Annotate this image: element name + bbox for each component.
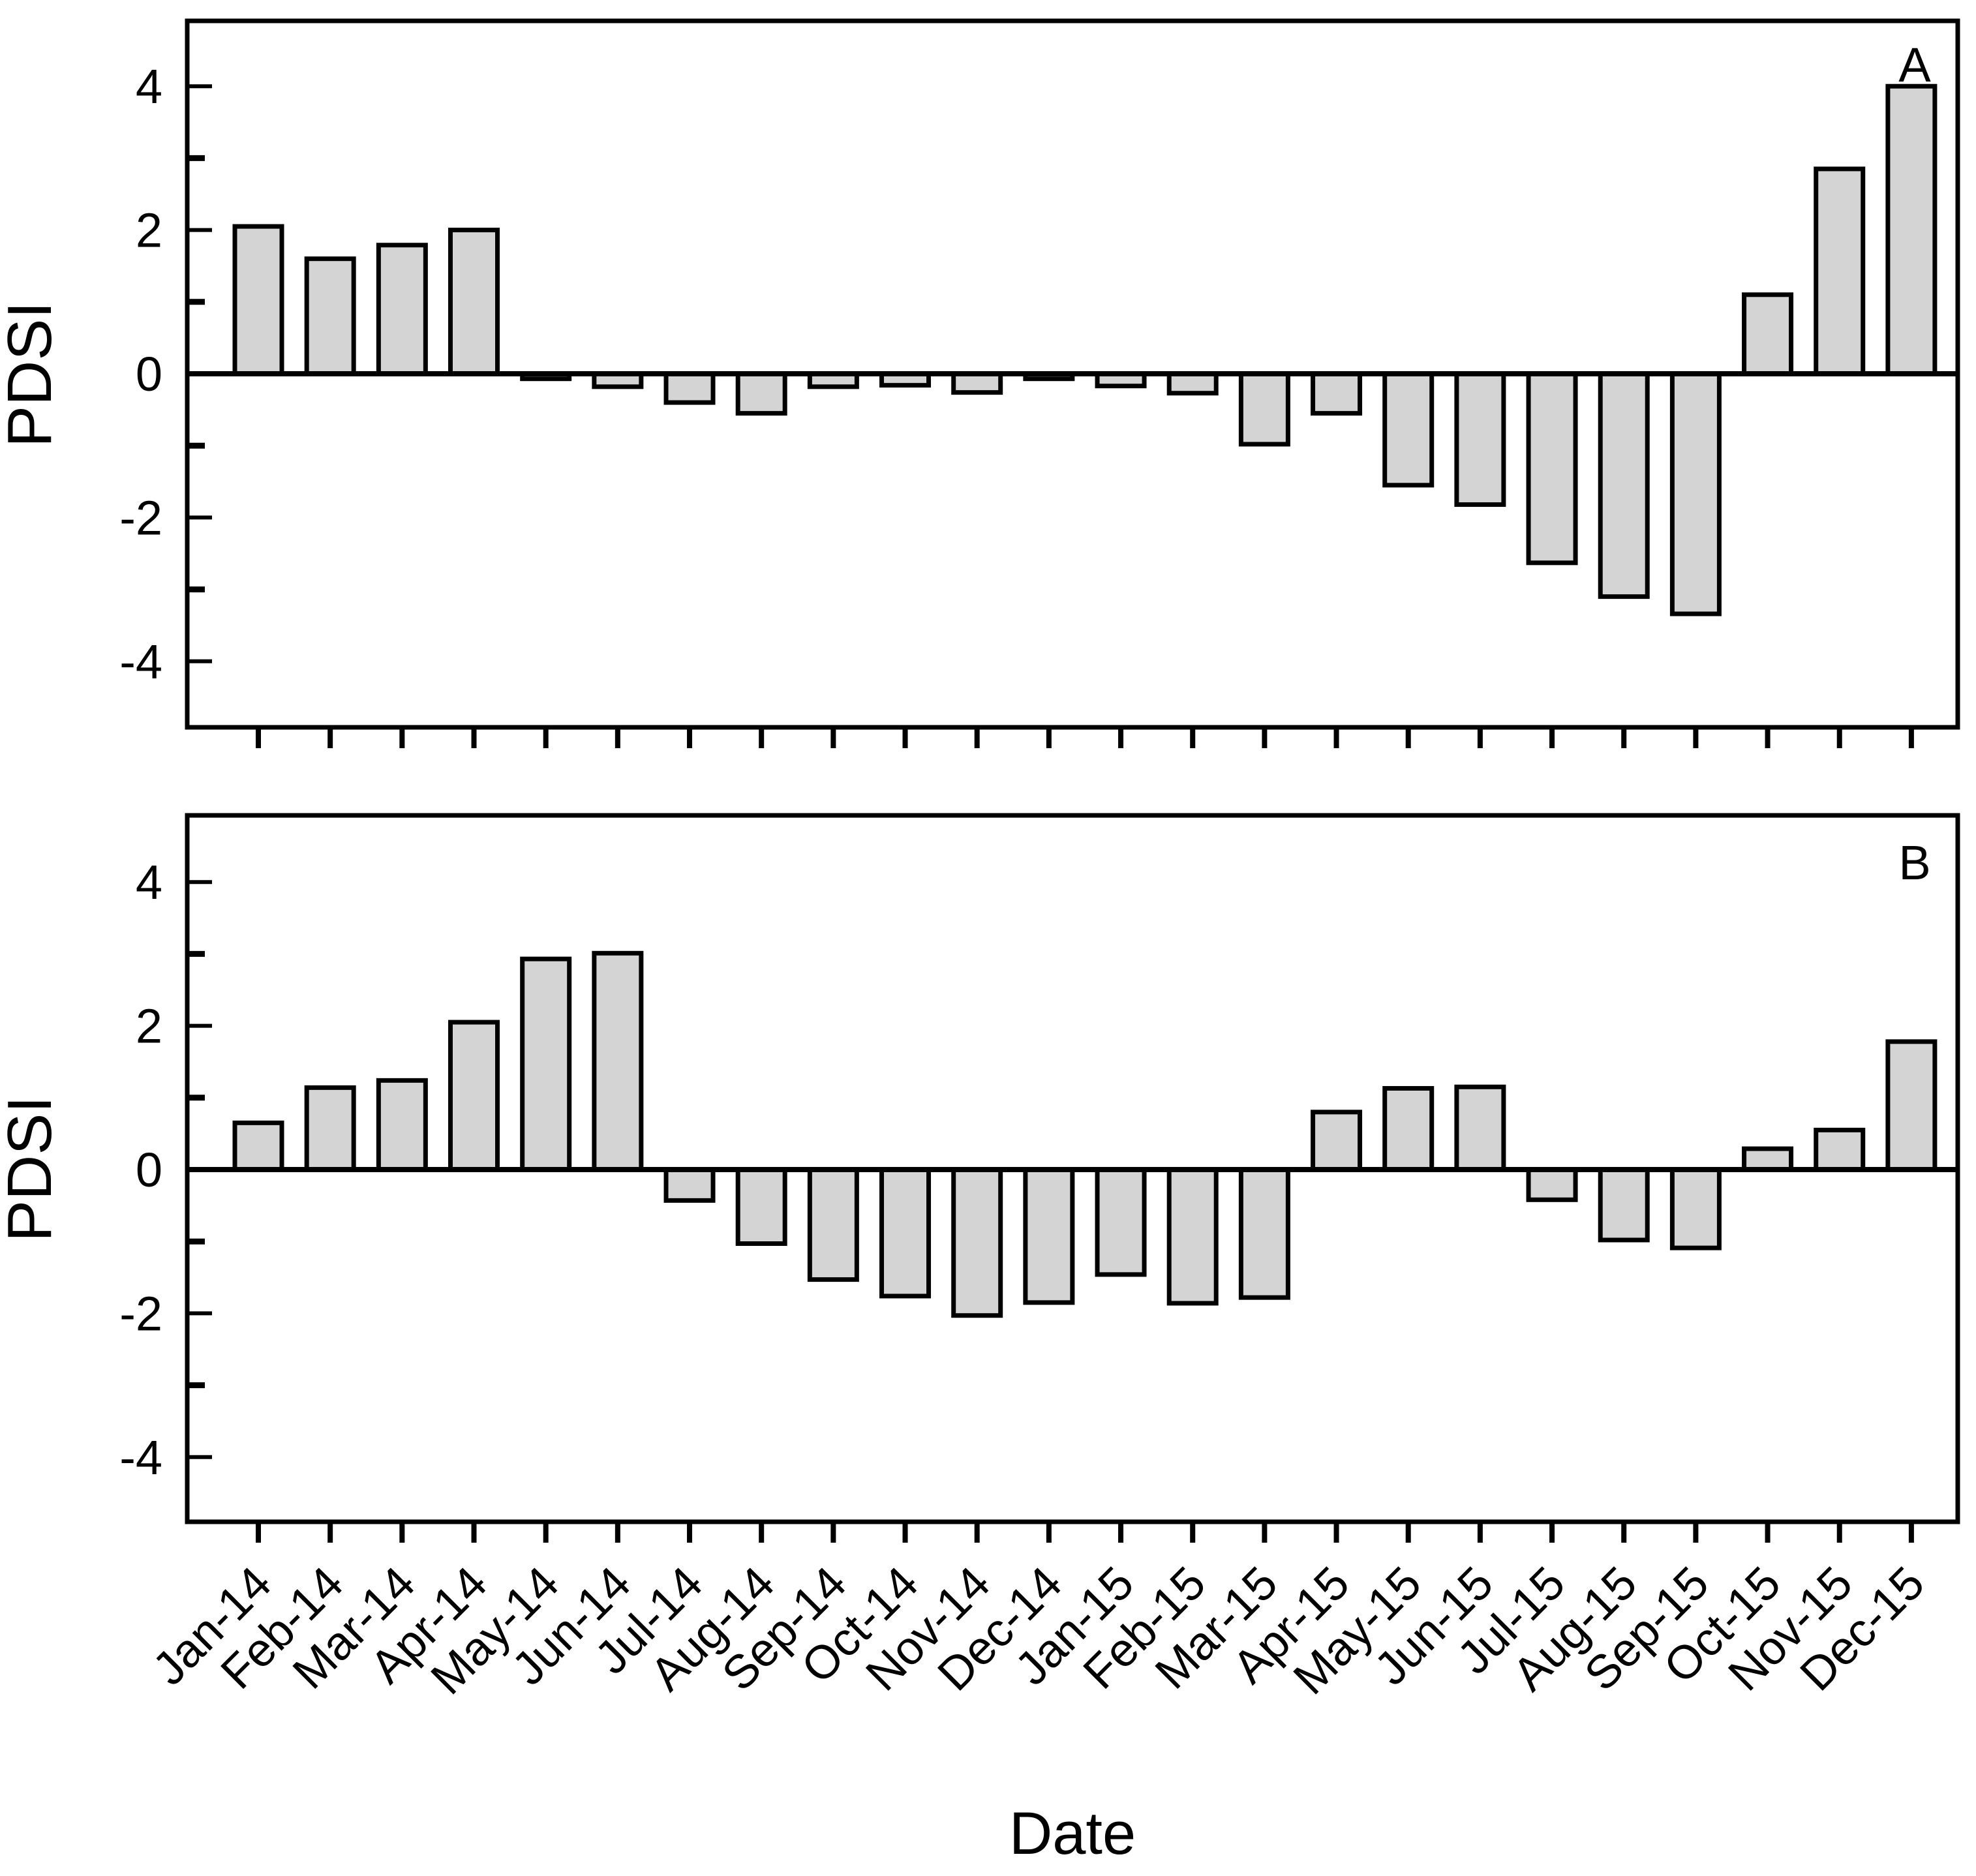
panel-b-bar-Oct-14 bbox=[879, 1167, 932, 1299]
panel-b-bar-Oct-15 bbox=[1742, 1146, 1794, 1172]
panel-b-bar-Jun-15 bbox=[1454, 1084, 1506, 1172]
panel-b-letter: B bbox=[1898, 836, 1930, 890]
panel-b-bar-Mar-15 bbox=[1238, 1167, 1290, 1300]
panel-a-bar-Jul-14 bbox=[663, 371, 716, 405]
y-axis-label-panel-a: PDSI bbox=[0, 301, 65, 447]
panel-b-y-tick-label-2: 2 bbox=[136, 999, 162, 1053]
chart-render-layer: -4-2024-4-2024Jan-14Feb-14Mar-14Apr-14Ma… bbox=[119, 18, 1960, 1704]
panel-b-bar-Feb-15 bbox=[1166, 1167, 1219, 1306]
panel-a-y-tick-label--2: -2 bbox=[119, 491, 162, 545]
panel-b-bar-May-14 bbox=[520, 956, 572, 1172]
panel-a-y-tick-label-4: 4 bbox=[136, 59, 162, 113]
panel-b-bar-Jul-15 bbox=[1526, 1167, 1578, 1202]
panel-a-bar-Aug-15 bbox=[1598, 371, 1650, 599]
panel-a-bar-Mar-15 bbox=[1238, 371, 1290, 447]
panel-b-bar-Mar-14 bbox=[376, 1078, 428, 1172]
panel-b-bar-Jan-14 bbox=[232, 1120, 284, 1172]
panel-b-bar-Nov-14 bbox=[951, 1167, 1003, 1318]
panel-b-y-tick-label-4: 4 bbox=[136, 855, 162, 909]
x-axis-label: Date bbox=[1009, 1800, 1136, 1867]
panel-a-bar-Dec-15 bbox=[1885, 83, 1938, 376]
panel-b-bar-Aug-14 bbox=[735, 1167, 787, 1247]
panel-a-letter: A bbox=[1898, 38, 1931, 92]
panel-b-y-tick-label--4: -4 bbox=[119, 1430, 162, 1485]
panel-a-bar-Feb-15 bbox=[1166, 371, 1219, 396]
panel-b-bar-May-15 bbox=[1382, 1085, 1435, 1172]
panel-a-bar-Apr-14 bbox=[448, 228, 500, 376]
panel-b-bar-Nov-15 bbox=[1814, 1127, 1866, 1172]
panel-a-bar-Nov-15 bbox=[1814, 166, 1866, 376]
panel-b-bar-Feb-14 bbox=[304, 1085, 356, 1172]
panel-b-bar-Jun-14 bbox=[592, 950, 644, 1172]
panel-b-bar-Jan-15 bbox=[1095, 1167, 1147, 1277]
panel-a-bar-Sep-15 bbox=[1669, 371, 1722, 616]
panel-b-bar-Dec-15 bbox=[1885, 1039, 1938, 1172]
panel-b-bar-Aug-15 bbox=[1598, 1167, 1650, 1243]
panel-a-bar-Aug-14 bbox=[735, 371, 787, 416]
panel-b-bar-Sep-15 bbox=[1669, 1167, 1722, 1250]
panel-b-y-tick-label--2: -2 bbox=[119, 1286, 162, 1340]
panel-a-bar-Jun-15 bbox=[1454, 371, 1506, 507]
panel-b-bar-Apr-15 bbox=[1311, 1110, 1363, 1172]
panel-b-bar-Jul-14 bbox=[663, 1167, 716, 1203]
panel-a-bar-Mar-14 bbox=[376, 243, 428, 376]
panel-a-y-tick-label--4: -4 bbox=[119, 635, 162, 689]
panel-a-y-tick-label-0: 0 bbox=[136, 347, 162, 401]
panel-a-bar-Nov-14 bbox=[951, 371, 1003, 395]
panel-a-bar-Feb-14 bbox=[304, 256, 356, 376]
panel-a-bar-May-15 bbox=[1382, 371, 1435, 488]
panel-a-bar-Jan-14 bbox=[232, 224, 284, 376]
panel-a-bar-Apr-15 bbox=[1311, 371, 1363, 416]
panel-b-bar-Sep-14 bbox=[807, 1167, 859, 1282]
panel-b-bar-Apr-14 bbox=[448, 1020, 500, 1172]
panel-a-bar-Jul-15 bbox=[1526, 371, 1578, 566]
panel-a-bar-Oct-15 bbox=[1742, 292, 1794, 376]
y-axis-label-panel-b: PDSI bbox=[0, 1096, 65, 1242]
panel-b-y-tick-label-0: 0 bbox=[136, 1143, 162, 1197]
panel-a-y-tick-label-2: 2 bbox=[136, 204, 162, 258]
panel-b-bar-Dec-14 bbox=[1023, 1167, 1075, 1305]
